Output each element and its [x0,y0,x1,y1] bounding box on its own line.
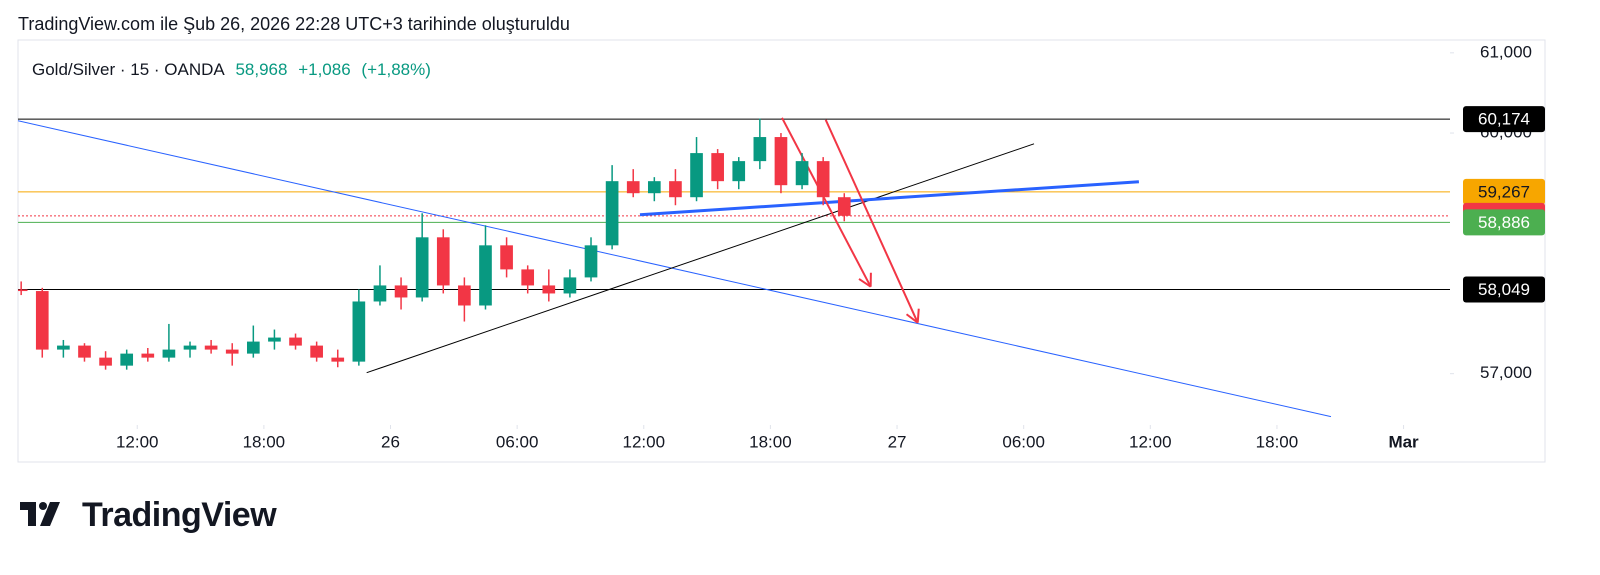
last-price: 58,968 [235,60,288,79]
candle-body [99,357,112,366]
trend-line [639,180,1140,217]
x-tick-label: 18:00 [243,432,286,451]
price-label-box [1463,106,1545,133]
candle-body [500,245,513,270]
candle-body [605,181,619,246]
candle-body [837,197,851,216]
change-pct: (+1,88%) [361,60,431,79]
y-tick-label: 57,000 [1480,363,1532,382]
candle-body [563,277,577,294]
candle-body [141,353,155,358]
price-label: 58,049 [1478,280,1530,299]
candle-body [204,345,218,350]
candle-body [690,153,703,198]
candle-body [373,285,387,302]
x-tick-label: 18:00 [1256,432,1299,451]
candle-body [352,301,366,362]
candle-body [711,153,724,182]
candle-body [120,353,134,366]
x-tick-label: 18:00 [749,432,792,451]
y-tick-label: 61,000 [1480,42,1532,61]
candle-body [331,357,345,362]
candle-body [479,245,492,306]
candle-body [310,345,323,358]
arrow [781,117,872,288]
price-label: 58,886 [1478,213,1530,232]
arrow [824,119,919,324]
x-tick-label: 12:00 [623,432,666,451]
trend-line [366,143,1035,374]
caption: TradingView.com ile Şub 26, 2026 22:28 U… [18,14,570,34]
symbol: Gold/Silver · 15 · OANDA [32,60,225,79]
price-label-box [1463,276,1545,303]
candle-body [626,181,640,194]
candle-body [35,291,49,350]
arrow-head [916,308,920,323]
x-tick-label: Mar [1388,432,1419,451]
x-tick-label: 12:00 [116,432,159,451]
price-label-box [1463,178,1545,205]
candle-body [436,237,450,286]
x-tick-label: 27 [888,432,907,451]
plot [18,117,1450,418]
candle-body [225,349,239,354]
candle-body [162,349,176,358]
candle-body [774,137,788,186]
candle-body [647,181,661,194]
candle-body [795,161,809,186]
candle-body [542,285,556,294]
price-label: 60,174 [1478,110,1530,129]
chart-frame [17,39,1546,463]
candle-body [816,161,830,198]
x-tick-label: 12:00 [1129,432,1172,451]
candle-body [415,237,429,298]
arrow-head [905,313,919,324]
change: +1,086 [298,60,351,79]
logo-icon [20,502,60,526]
candle-body [78,345,91,358]
candle-body [753,137,767,162]
candle-body [246,341,260,354]
candle-body [183,345,197,350]
candle-body [584,245,598,278]
candle-body [268,337,281,342]
price-label-box [1463,209,1545,236]
legend: Gold/Silver · 15 · OANDA 58,968 +1,086 (… [32,60,437,80]
candle-body [458,285,471,306]
candle-body [289,337,302,346]
candle-body [57,345,70,350]
candle-body [394,285,408,298]
candle-body [669,181,682,198]
x-tick-label: 06:00 [496,432,539,451]
arrow-head [858,278,872,288]
candle-body [521,269,535,286]
price-label: 59,267 [1478,182,1530,201]
candle-body [18,289,28,292]
trend-line [18,120,1332,418]
x-tick-label: 06:00 [1002,432,1045,451]
candle-body [732,161,746,182]
x-tick-label: 26 [381,432,400,451]
logo-text: TradingView [82,496,277,534]
axes: 61,00060,00057,00012:0018:002606:0012:00… [116,42,1545,451]
